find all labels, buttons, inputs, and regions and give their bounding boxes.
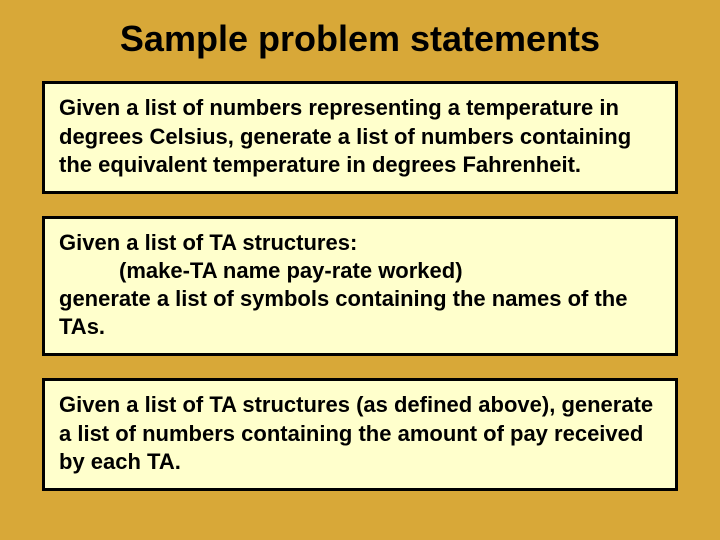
problem-box-3: Given a list of TA structures (as define…	[42, 378, 678, 490]
slide-title: Sample problem statements	[42, 18, 678, 59]
problem-box-2: Given a list of TA structures: (make-TA …	[42, 216, 678, 357]
problem-2-line-1: Given a list of TA structures:	[59, 230, 357, 255]
problem-3-text: Given a list of TA structures (as define…	[59, 392, 653, 473]
problem-1-text: Given a list of numbers representing a t…	[59, 95, 631, 176]
problem-2-line-3: generate a list of symbols containing th…	[59, 286, 627, 339]
slide-container: Sample problem statements Given a list o…	[0, 0, 720, 540]
problem-box-1: Given a list of numbers representing a t…	[42, 81, 678, 193]
problem-2-line-2: (make-TA name pay-rate worked)	[59, 257, 661, 285]
